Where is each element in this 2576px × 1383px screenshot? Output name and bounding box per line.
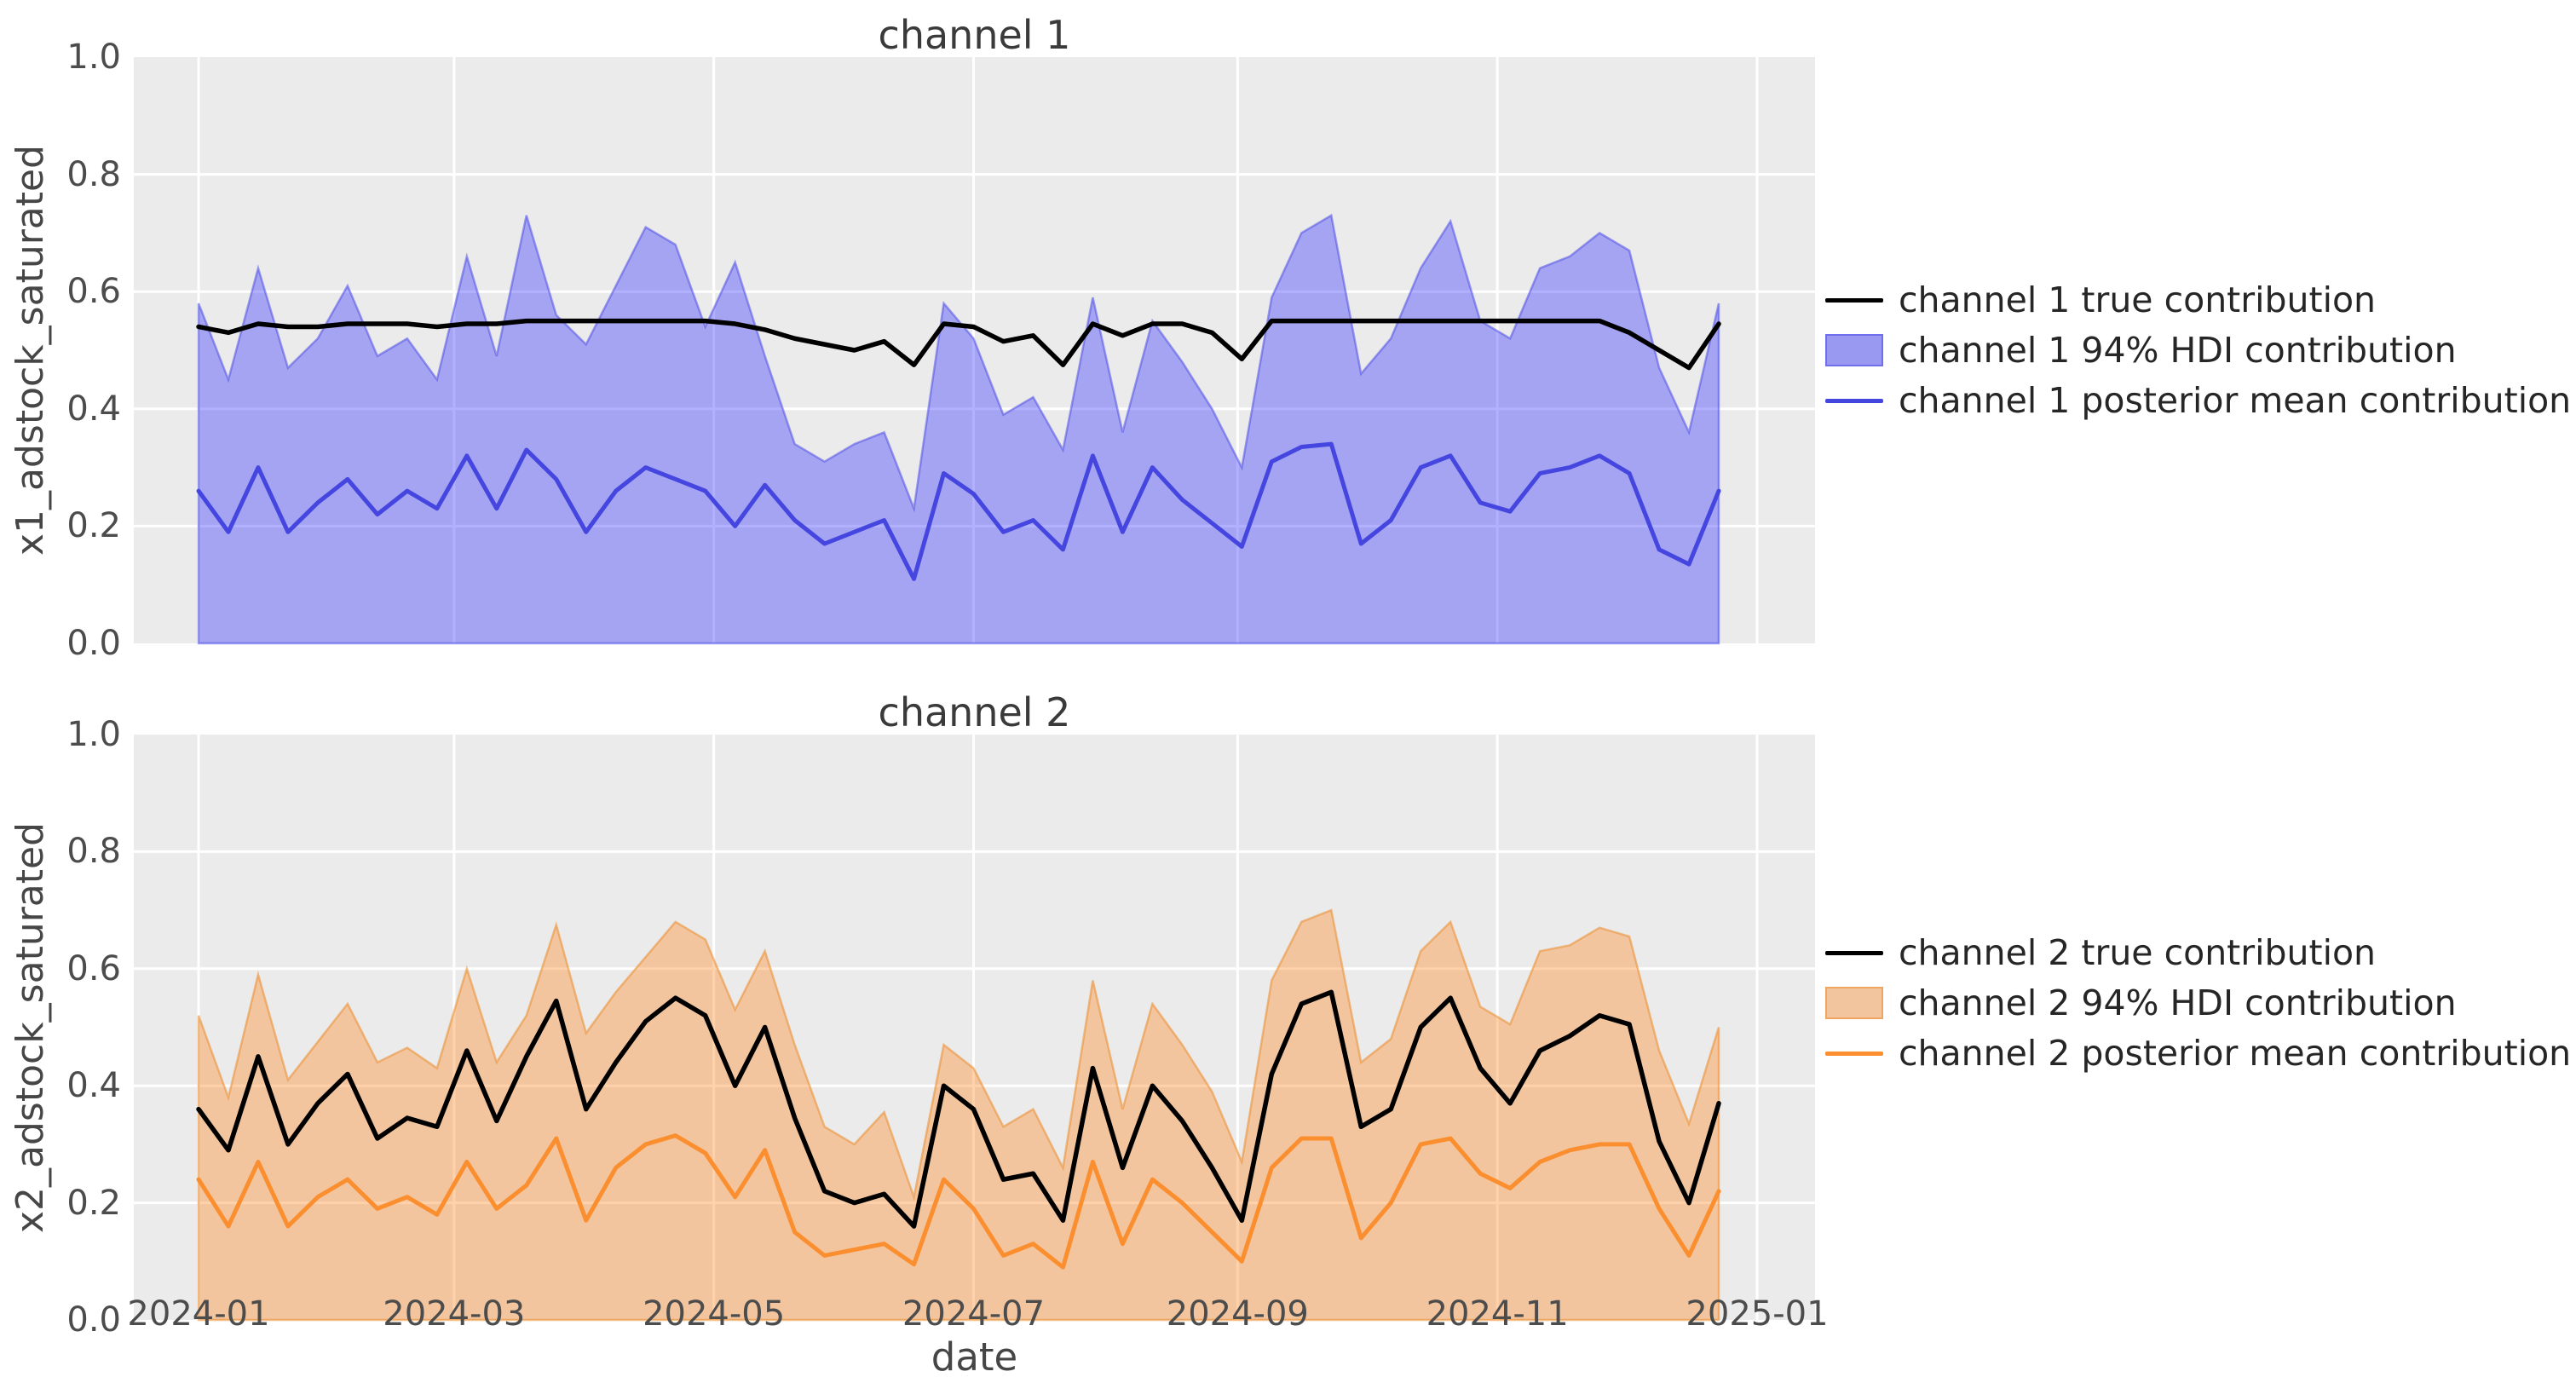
y-tick-label: 0.2 (66, 1183, 121, 1223)
legend-item-label: channel 1 94% HDI contribution (1899, 330, 2457, 371)
x-tick-label: 2024-07 (902, 1294, 1046, 1334)
mean-line-swatch-icon (1825, 398, 1883, 403)
x-tick-label: 2024-05 (643, 1294, 786, 1334)
true-contribution-line (196, 318, 1721, 371)
hdi-patch-swatch-icon (1825, 334, 1883, 366)
black-line-swatch-icon (1825, 950, 1883, 955)
y-tick-label: 0.0 (66, 624, 121, 663)
hdi-patch-swatch-icon (1825, 987, 1883, 1019)
channel-2-title: channel 2 (878, 689, 1071, 735)
y-tick-label: 0.8 (66, 154, 121, 194)
legend-item-label: channel 1 posterior mean contribution (1899, 380, 2572, 421)
y-tick-label: 0.6 (66, 948, 121, 988)
x-tick-label: 2024-11 (1426, 1294, 1569, 1334)
mean-line-swatch-icon (1825, 1051, 1883, 1056)
y-tick-label: 0.4 (66, 389, 121, 429)
posterior-mean-line (196, 1133, 1721, 1270)
y-tick-label: 0.6 (66, 272, 121, 312)
legend-item-label: channel 2 true contribution (1899, 932, 2377, 973)
black-line-swatch-icon (1825, 297, 1883, 303)
y-tick-label: 1.0 (66, 715, 121, 754)
legend-item: channel 1 94% HDI contribution (1825, 330, 2571, 371)
hdi-band (197, 908, 1720, 1322)
posterior-mean-line (196, 441, 1721, 581)
x-tick-label: 2024-09 (1166, 1294, 1309, 1334)
legend-channel-2: channel 2 true contribution channel 2 94… (1825, 932, 2572, 1074)
legend-item-label: channel 2 posterior mean contribution (1899, 1033, 2572, 1074)
legend-item: channel 1 posterior mean contribution (1825, 380, 2572, 421)
x-tick-label: 2024-03 (383, 1294, 526, 1334)
legend-item: channel 2 94% HDI contribution (1825, 983, 2571, 1023)
channel-1-title: channel 1 (878, 12, 1071, 58)
legend-item: channel 2 posterior mean contribution (1825, 1033, 2572, 1074)
legend-item: channel 2 true contribution (1825, 932, 2571, 973)
x-tick-label: 2024-01 (127, 1294, 270, 1334)
y-tick-label: 0.8 (66, 832, 121, 872)
y-tick-label: 0.2 (66, 506, 121, 546)
legend-channel-1: channel 1 true contribution channel 1 94… (1825, 279, 2572, 421)
y-tick-label: 1.0 (66, 37, 121, 77)
x-axis-label: date (931, 1334, 1018, 1380)
y-tick-label: 0.4 (66, 1066, 121, 1106)
legend-item: channel 1 true contribution (1825, 279, 2571, 320)
y-tick-label: 0.0 (66, 1300, 121, 1340)
legend-item-label: channel 1 true contribution (1899, 279, 2377, 320)
legend-item-label: channel 2 94% HDI contribution (1899, 983, 2457, 1023)
x-tick-label: 2025-01 (1686, 1294, 1829, 1334)
true-contribution-line (196, 989, 1721, 1229)
